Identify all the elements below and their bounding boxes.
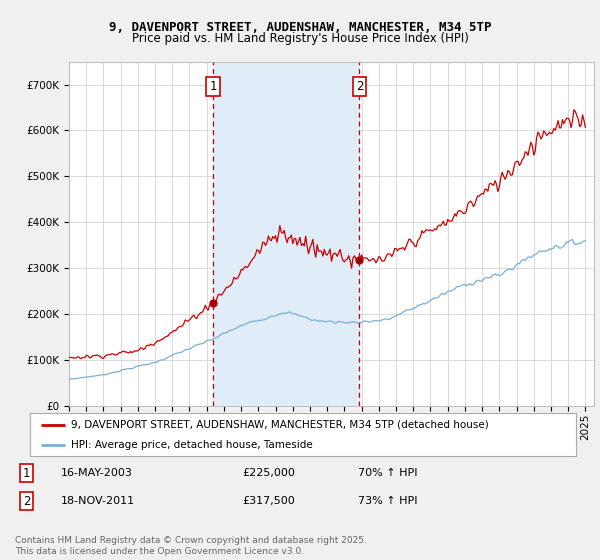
Text: 70% ↑ HPI: 70% ↑ HPI [358,468,417,478]
Text: 73% ↑ HPI: 73% ↑ HPI [358,496,417,506]
Text: 2: 2 [356,80,363,94]
Text: 9, DAVENPORT STREET, AUDENSHAW, MANCHESTER, M34 5TP: 9, DAVENPORT STREET, AUDENSHAW, MANCHEST… [109,21,491,34]
Text: 2: 2 [23,494,30,508]
Text: 18-NOV-2011: 18-NOV-2011 [61,496,135,506]
Text: HPI: Average price, detached house, Tameside: HPI: Average price, detached house, Tame… [71,440,313,450]
Text: 9, DAVENPORT STREET, AUDENSHAW, MANCHESTER, M34 5TP (detached house): 9, DAVENPORT STREET, AUDENSHAW, MANCHEST… [71,419,488,430]
Bar [213,62,359,406]
Text: 16-MAY-2003: 16-MAY-2003 [61,468,133,478]
Text: £317,500: £317,500 [242,496,295,506]
Text: 1: 1 [23,466,30,480]
Text: 1: 1 [209,80,217,94]
Text: £225,000: £225,000 [242,468,295,478]
Text: Price paid vs. HM Land Registry's House Price Index (HPI): Price paid vs. HM Land Registry's House … [131,32,469,45]
Text: Contains HM Land Registry data © Crown copyright and database right 2025.
This d: Contains HM Land Registry data © Crown c… [15,536,367,556]
